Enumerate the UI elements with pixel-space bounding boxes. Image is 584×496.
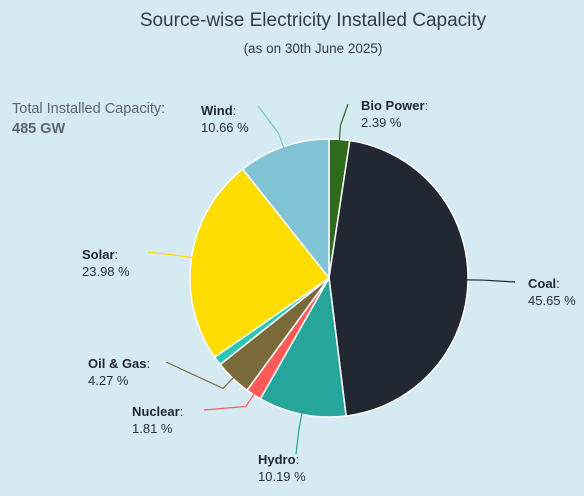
slice-name-colon: : xyxy=(296,452,300,467)
slice-name-colon: : xyxy=(425,98,429,113)
slice-label-nuclear: Nuclear: xyxy=(132,404,183,419)
slice-label-wind: Wind: xyxy=(201,103,236,118)
leader-line-oil-gas xyxy=(165,361,235,390)
slice-label-coal: Coal: xyxy=(528,276,560,291)
leader-line-wind xyxy=(257,105,285,149)
slice-value-solar: 23.98 % xyxy=(82,264,130,279)
slice-name-bio-power: Bio Power xyxy=(361,98,425,113)
slice-name-colon: : xyxy=(180,404,184,419)
slice-label-bio-power: Bio Power: xyxy=(361,98,428,113)
total-capacity-value: 485 GW xyxy=(12,121,65,137)
slice-name-coal: Coal xyxy=(528,276,556,291)
leader-line-bio-power xyxy=(338,103,349,142)
slice-labels: Bio Power: 2.39 % Coal: 45.65 % Hydro: 10.19 … xyxy=(82,98,576,484)
slice-label-hydro: Hydro: xyxy=(258,452,299,467)
slice-name-colon: : xyxy=(233,103,237,118)
pie-slice-coal xyxy=(328,139,469,417)
slice-name-hydro: Hydro xyxy=(258,452,296,467)
slice-label-oil-gas: Oil & Gas: xyxy=(88,356,150,371)
leader-line-solar xyxy=(147,251,194,259)
slice-value-oil-gas: 4.27 % xyxy=(88,373,129,388)
leader-line-coal xyxy=(465,279,516,283)
chart-title: Source-wise Electricity Installed Capaci… xyxy=(140,10,487,31)
slice-label-solar: Solar: xyxy=(82,247,118,262)
slice-name-solar: Solar xyxy=(82,247,115,262)
leader-lines xyxy=(147,103,516,455)
slice-name-colon: : xyxy=(115,247,119,262)
slice-name-colon: : xyxy=(147,356,151,371)
slice-name-oil-gas: Oil & Gas xyxy=(88,356,147,371)
chart-subtitle: (as on 30th June 2025) xyxy=(244,41,383,56)
slice-name-colon: : xyxy=(556,276,560,291)
slice-value-bio-power: 2.39 % xyxy=(361,115,402,130)
slice-name-nuclear: Nuclear xyxy=(132,404,180,419)
leader-line-hydro xyxy=(295,412,303,455)
total-capacity-label: Total Installed Capacity: xyxy=(12,101,165,117)
slice-value-hydro: 10.19 % xyxy=(258,469,306,484)
slice-value-nuclear: 1.81 % xyxy=(132,421,173,436)
slice-name-wind: Wind xyxy=(201,103,233,118)
pie-slices xyxy=(189,138,469,418)
leader-line-nuclear xyxy=(203,392,256,411)
slice-value-coal: 45.65 % xyxy=(528,293,576,308)
slice-value-wind: 10.66 % xyxy=(201,120,249,135)
